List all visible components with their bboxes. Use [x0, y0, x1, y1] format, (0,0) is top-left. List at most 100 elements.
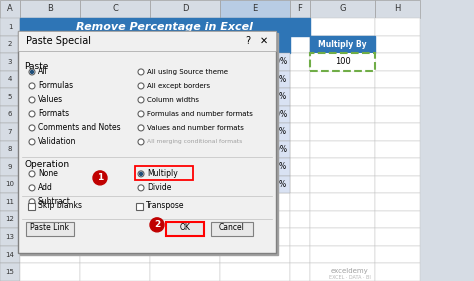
- Bar: [20, 88, 80, 106]
- Bar: [80, 53, 150, 71]
- Circle shape: [138, 97, 144, 103]
- Circle shape: [29, 83, 35, 89]
- Text: Comments and Notes: Comments and Notes: [38, 123, 120, 132]
- Bar: [375, 106, 420, 123]
- Bar: [0, 140, 20, 158]
- Circle shape: [30, 71, 34, 73]
- Circle shape: [29, 139, 35, 145]
- Bar: [0, 263, 20, 281]
- Bar: [220, 176, 290, 193]
- Bar: [0, 193, 20, 211]
- Text: 11: 11: [6, 199, 15, 205]
- Text: 2: 2: [8, 41, 12, 47]
- Bar: [80, 263, 150, 281]
- Text: 0.00%: 0.00%: [263, 180, 287, 189]
- Bar: [375, 193, 420, 211]
- Text: 1: 1: [97, 173, 103, 182]
- Bar: [20, 176, 80, 193]
- Text: All except borders: All except borders: [147, 83, 210, 89]
- Bar: [290, 88, 310, 106]
- Bar: [290, 158, 310, 176]
- Bar: [290, 53, 310, 71]
- Bar: [310, 53, 375, 71]
- Bar: [310, 211, 375, 228]
- Bar: [290, 263, 310, 281]
- Bar: [290, 228, 310, 246]
- Text: 8: 8: [8, 146, 12, 152]
- Text: 3.19%: 3.19%: [263, 145, 287, 154]
- Bar: [290, 106, 310, 123]
- Text: D: D: [182, 4, 188, 13]
- Bar: [0, 53, 20, 71]
- Bar: [220, 35, 290, 53]
- Bar: [80, 140, 150, 158]
- Bar: [375, 0, 420, 18]
- Circle shape: [29, 69, 35, 75]
- Bar: [220, 123, 290, 140]
- Bar: [80, 123, 150, 140]
- Bar: [310, 246, 375, 263]
- Bar: [290, 123, 310, 140]
- Circle shape: [138, 69, 144, 75]
- Bar: [310, 158, 375, 176]
- Text: All: All: [38, 67, 48, 76]
- Text: 6: 6: [8, 111, 12, 117]
- Bar: [20, 140, 80, 158]
- Bar: [310, 35, 375, 53]
- Text: OK: OK: [180, 223, 191, 232]
- Bar: [220, 158, 290, 176]
- Bar: [150, 71, 220, 88]
- Bar: [220, 211, 290, 228]
- Bar: [150, 158, 220, 176]
- Bar: [150, 176, 220, 193]
- Bar: [375, 35, 420, 53]
- Text: 3.50%: 3.50%: [263, 75, 287, 84]
- Bar: [220, 88, 290, 106]
- Text: Operation: Operation: [24, 160, 69, 169]
- Bar: [290, 211, 310, 228]
- Bar: [310, 88, 375, 106]
- Bar: [20, 106, 80, 123]
- Text: B: B: [47, 4, 53, 13]
- Bar: [20, 193, 80, 211]
- Text: 10: 10: [6, 182, 15, 187]
- Bar: [211, 222, 253, 236]
- Text: None: None: [38, 169, 58, 178]
- Bar: [20, 0, 80, 18]
- Text: Values: Values: [38, 96, 63, 105]
- Circle shape: [138, 83, 144, 89]
- Bar: [80, 228, 150, 246]
- Bar: [375, 263, 420, 281]
- Text: 7: 7: [8, 129, 12, 135]
- Text: H: H: [394, 4, 401, 13]
- Bar: [20, 123, 80, 140]
- Bar: [220, 53, 290, 71]
- Bar: [80, 0, 150, 18]
- Bar: [375, 53, 420, 71]
- Text: F: F: [298, 4, 302, 13]
- Bar: [375, 18, 420, 35]
- Bar: [220, 263, 290, 281]
- Circle shape: [138, 171, 144, 177]
- Text: A: A: [7, 4, 13, 13]
- Bar: [150, 228, 220, 246]
- Text: 12: 12: [6, 216, 14, 223]
- Bar: [220, 246, 290, 263]
- Text: 3: 3: [8, 59, 12, 65]
- Bar: [375, 246, 420, 263]
- Text: 5: 5: [8, 94, 12, 100]
- Bar: [220, 71, 290, 88]
- Bar: [20, 246, 80, 263]
- Circle shape: [29, 111, 35, 117]
- Text: 2: 2: [154, 220, 160, 229]
- Bar: [375, 228, 420, 246]
- Bar: [80, 71, 150, 88]
- Bar: [80, 88, 150, 106]
- Text: Values and number formats: Values and number formats: [147, 125, 244, 131]
- Bar: [375, 211, 420, 228]
- Bar: [20, 211, 80, 228]
- Circle shape: [150, 218, 164, 232]
- Text: EXCEL · DATA · BI: EXCEL · DATA · BI: [329, 275, 371, 280]
- Bar: [220, 0, 290, 18]
- Bar: [375, 158, 420, 176]
